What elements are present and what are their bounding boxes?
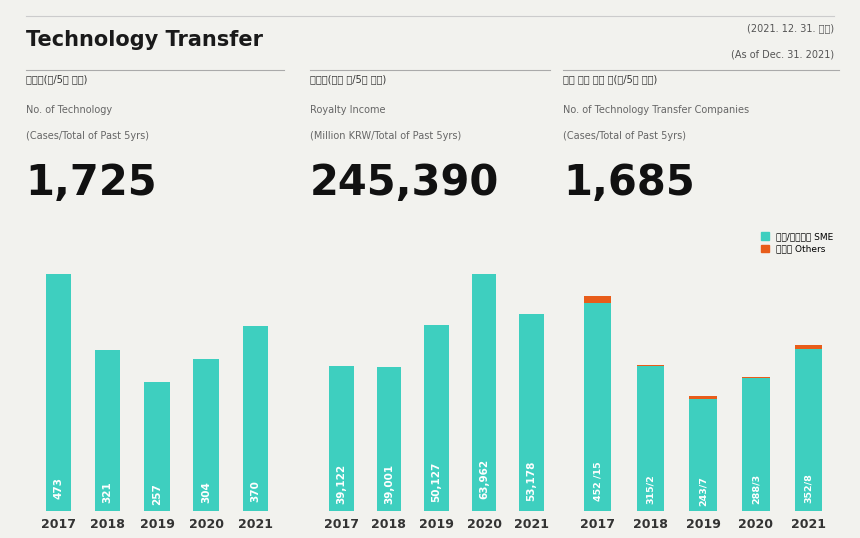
Text: 50,127: 50,127 [432, 462, 441, 502]
Text: (Million KRW/Total of Past 5yrs): (Million KRW/Total of Past 5yrs) [310, 131, 461, 141]
Text: Technology Transfer: Technology Transfer [26, 30, 263, 51]
Text: 1,725: 1,725 [26, 161, 157, 203]
Bar [194, 359, 219, 511]
Text: 257: 257 [152, 483, 162, 505]
Text: 기술수(건/5년 누적): 기술수(건/5년 누적) [26, 74, 87, 84]
Text: 1,685: 1,685 [563, 161, 695, 203]
Text: 288/3: 288/3 [752, 475, 760, 505]
Bar [636, 366, 664, 511]
Text: (Cases/Total of Past 5yrs): (Cases/Total of Past 5yrs) [26, 131, 149, 141]
Text: 304: 304 [201, 482, 212, 504]
Text: 243/7: 243/7 [698, 476, 708, 506]
Text: 452 /15: 452 /15 [593, 461, 602, 501]
Bar [424, 325, 449, 511]
Bar [584, 303, 611, 511]
Bar [144, 383, 169, 511]
Text: 370: 370 [250, 480, 261, 502]
Bar [795, 349, 822, 511]
Text: No. of Technology: No. of Technology [26, 105, 112, 115]
Bar [377, 366, 402, 511]
Bar [46, 274, 71, 511]
Bar [584, 296, 611, 303]
Text: 기술 이전 기업 수(건/5년 누적): 기술 이전 기업 수(건/5년 누적) [563, 74, 658, 84]
Text: 기술료(백만 원/5년 누적): 기술료(백만 원/5년 누적) [310, 74, 386, 84]
Bar [95, 350, 120, 511]
Bar [471, 274, 496, 511]
Bar [243, 325, 268, 511]
Text: 53,178: 53,178 [526, 461, 537, 501]
Bar [329, 366, 353, 511]
Text: (2021. 12. 31. 기준): (2021. 12. 31. 기준) [747, 23, 834, 33]
Text: 63,962: 63,962 [479, 459, 489, 499]
Text: 352/8: 352/8 [804, 473, 813, 503]
Text: 245,390: 245,390 [310, 161, 499, 203]
Text: (As of Dec. 31. 2021): (As of Dec. 31. 2021) [731, 50, 834, 60]
Bar [795, 345, 822, 349]
Text: 473: 473 [53, 477, 64, 499]
Legend: 중소/중견기업 SME, 대기업 Others: 중소/중견기업 SME, 대기업 Others [759, 230, 835, 256]
Text: 39,122: 39,122 [336, 464, 347, 504]
Bar [690, 396, 716, 399]
Bar [519, 314, 544, 511]
Bar [690, 399, 716, 511]
Bar [742, 378, 770, 511]
Text: 39,001: 39,001 [384, 464, 394, 504]
Text: No. of Technology Transfer Companies: No. of Technology Transfer Companies [563, 105, 749, 115]
Text: 315/2: 315/2 [646, 474, 654, 504]
Bar [742, 377, 770, 378]
Text: 321: 321 [102, 482, 113, 503]
Bar [636, 365, 664, 366]
Text: Royalty Income: Royalty Income [310, 105, 385, 115]
Text: (Cases/Total of Past 5yrs): (Cases/Total of Past 5yrs) [563, 131, 686, 141]
